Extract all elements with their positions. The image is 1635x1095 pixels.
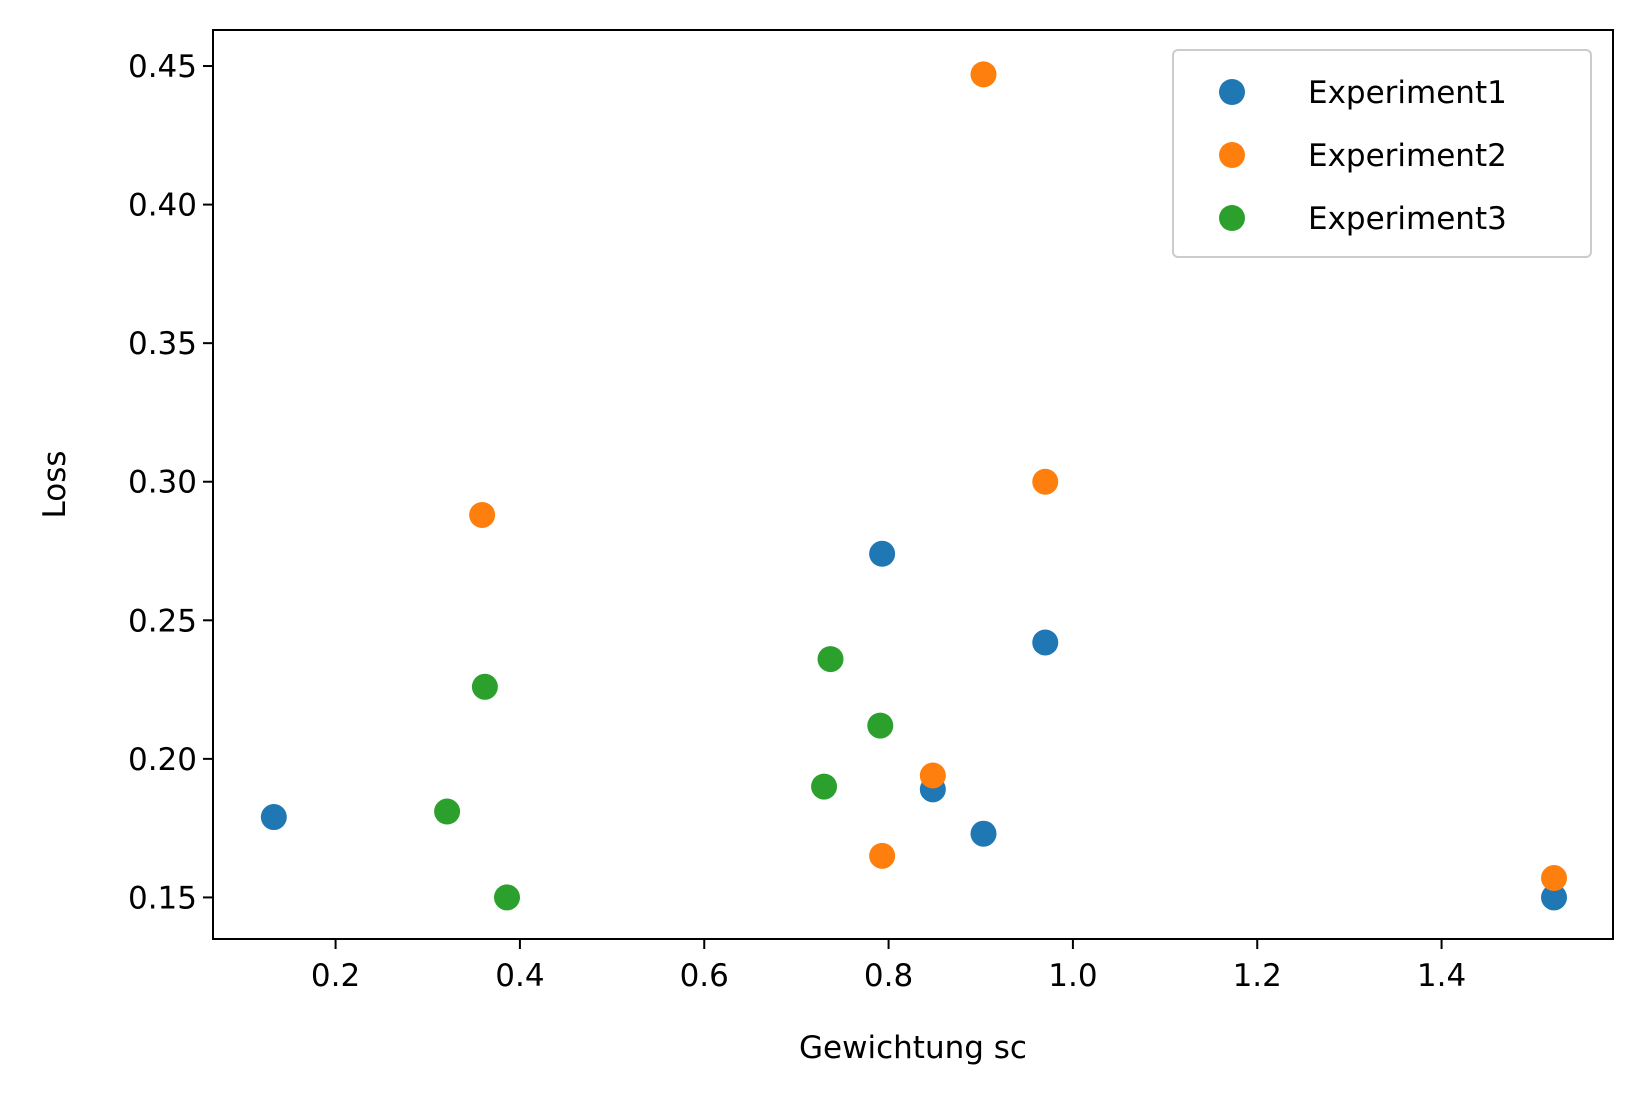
data-point-series-1 [1032,629,1059,656]
data-point-series-2 [1541,865,1568,892]
x-tick-label: 0.8 [864,958,913,994]
x-axis-label: Gewichtung sc [799,1030,1027,1066]
legend-label: Experiment2 [1308,138,1507,174]
legend-box [1172,49,1592,258]
x-tick-label: 0.2 [311,958,360,994]
x-axis-ticks: 0.2 0.4 0.6 0.8 1.0 1.2 1.4 [311,939,1466,994]
legend-marker [1219,142,1245,168]
data-point-series-2 [919,762,946,789]
legend-marker [1219,205,1245,231]
legend-items: Experiment1 Experiment2 Experiment3 [1219,75,1507,237]
legend-marker [1219,79,1245,105]
data-point-series-2 [469,501,496,528]
y-tick-label: 0.20 [128,742,197,778]
legend-label: Experiment3 [1308,201,1507,237]
data-point-series-3 [471,673,498,700]
y-tick-label: 0.45 [128,49,197,85]
y-tick-label: 0.30 [128,465,197,501]
data-point-series-2 [1032,468,1059,495]
x-tick-label: 1.4 [1417,958,1466,994]
data-point-series-1 [260,804,287,831]
data-point-series-3 [434,798,461,825]
legend-label: Experiment1 [1308,75,1507,111]
data-point-series-3 [494,884,521,911]
data-point-series-3 [817,646,844,673]
data-point-series-2 [869,842,896,869]
plot-area: 0.2 0.4 0.6 0.8 1.0 1.2 1.4 0.150.200.250.300.… [128,29,1614,994]
y-tick-label: 0.35 [128,326,197,362]
data-point-series-1 [869,540,896,567]
data-points [260,61,1568,911]
x-tick-label: 0.6 [680,958,729,994]
legend: Experiment1 Experiment2 Experiment3 [1172,49,1592,258]
y-tick-label: 0.15 [128,880,197,916]
y-axis-ticks: 0.15 0.20 0.25 0.30 0.35 0.40 0.45 [128,49,213,916]
data-point-series-1 [970,820,997,847]
y-tick-label: 0.25 [128,603,197,639]
data-point-series-2 [970,61,997,88]
x-tick-label: 0.4 [495,958,544,994]
data-point-series-3 [867,712,894,739]
axes-frame [212,29,1614,940]
data-point-series-1 [1541,884,1568,911]
y-tick-label: 0.40 [128,188,197,224]
y-axis-label: Loss [37,451,73,519]
data-point-series-3 [811,773,838,800]
x-tick-label: 1.2 [1233,958,1282,994]
x-tick-label: 1.0 [1048,958,1097,994]
